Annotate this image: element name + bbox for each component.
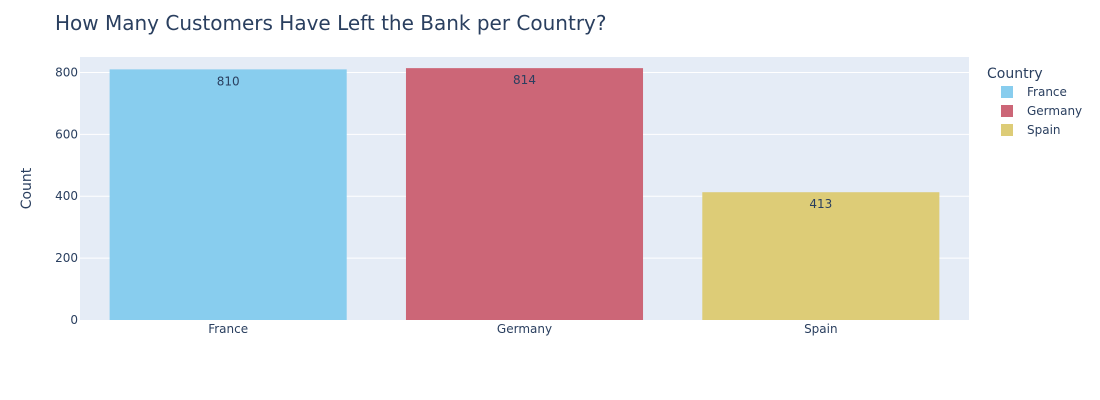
y-tick-label: 400	[55, 189, 78, 203]
bar-france[interactable]	[109, 69, 347, 321]
chart-title: How Many Customers Have Left the Bank pe…	[55, 11, 607, 35]
legend-items[interactable]: France Germany Spain	[1001, 85, 1082, 137]
legend-label: Spain	[1027, 123, 1061, 137]
legend-label: France	[1027, 85, 1067, 99]
x-axis-ticks: France Germany Spain	[208, 322, 837, 336]
y-tick-label: 600	[55, 127, 78, 141]
bar-value-label: 814	[513, 73, 536, 87]
legend-swatch	[1001, 105, 1013, 117]
bar-value-label: 810	[217, 74, 240, 88]
legend-swatch	[1001, 86, 1013, 98]
y-tick-label: 0	[70, 313, 78, 327]
bar-germany[interactable]	[405, 68, 644, 320]
y-axis-title: Count	[19, 167, 35, 209]
y-axis-ticks: 0 200 400 600 800	[55, 65, 78, 327]
x-tick-label: Spain	[804, 322, 838, 336]
y-tick-label: 200	[55, 251, 78, 265]
x-tick-label: France	[208, 322, 248, 336]
legend-item-germany[interactable]: Germany	[1001, 104, 1082, 118]
bar-value-label: 413	[809, 197, 832, 211]
bar-labels: 810 814 413	[217, 73, 833, 211]
bars	[109, 68, 940, 321]
legend[interactable]: Country France Germany Spain	[987, 66, 1082, 137]
legend-label: Germany	[1027, 104, 1082, 118]
y-tick-label: 800	[55, 65, 78, 79]
legend-item-france[interactable]: France	[1001, 85, 1067, 99]
legend-swatch	[1001, 124, 1013, 136]
legend-item-spain[interactable]: Spain	[1001, 123, 1061, 137]
bar-spain[interactable]	[702, 192, 940, 320]
legend-title: Country	[987, 66, 1043, 82]
x-tick-label: Germany	[497, 322, 552, 336]
